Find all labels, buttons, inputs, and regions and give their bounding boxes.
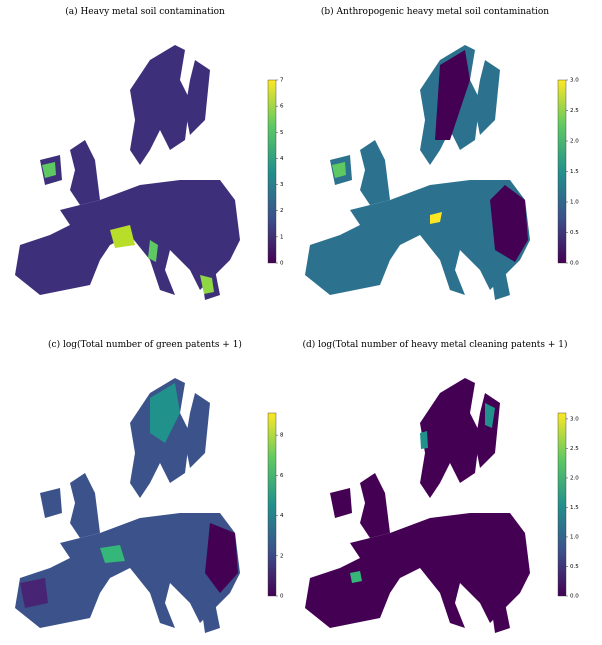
colorbar-tick-label: 6 [280,473,284,479]
colorbar-tick-label: 7 [280,78,284,84]
colorbar-tick-label: 4 [280,513,284,519]
colorbar-tick-label: 0 [280,594,284,600]
colorbar-tick-label: 2.5 [570,446,579,452]
colorbar-tick-label: 0 [280,261,284,267]
colorbar-tick-label: 8 [280,433,284,439]
map-title: (d) log(Total number of heavy metal clea… [302,339,567,350]
colorbar-tick-label: 1.5 [570,169,579,175]
colorbar-tick-label: 2.5 [570,108,579,114]
colorbar-tick-label: 0.5 [570,564,579,570]
colorbar-tick-label: 3 [280,182,284,188]
map [305,45,530,300]
colorbar [267,412,277,597]
colorbar-tick-label: 5 [280,130,284,136]
map [305,378,530,633]
map [15,45,240,300]
colorbar-tick-label: 0.5 [570,230,579,236]
map-title: (a) Heavy metal soil contamination [65,6,225,17]
colorbar-tick-label: 1 [280,234,284,240]
colorbar-tick-label: 2.0 [570,139,579,145]
colorbar-tick-label: 2 [280,553,284,559]
colorbar-tick-label: 4 [280,156,284,162]
colorbar-tick-label: 1.5 [570,505,579,511]
colorbar [557,412,567,597]
colorbar-tick-label: 0.0 [570,594,579,600]
colorbar-tick-label: 2.0 [570,475,579,481]
colorbar [267,79,277,264]
colorbar-tick-label: 3.0 [570,78,579,84]
map-title: (b) Anthropogenic heavy metal soil conta… [321,6,549,17]
map [15,378,240,633]
colorbar-tick-label: 2 [280,208,284,214]
colorbar-tick-label: 1.0 [570,534,579,540]
colorbar-tick-label: 6 [280,104,284,110]
colorbar [557,79,567,264]
colorbar-tick-label: 1.0 [570,200,579,206]
colorbar-tick-label: 3.0 [570,416,579,422]
colorbar-tick-label: 0.0 [570,261,579,267]
map-title: (c) log(Total number of green patents + … [48,339,242,350]
